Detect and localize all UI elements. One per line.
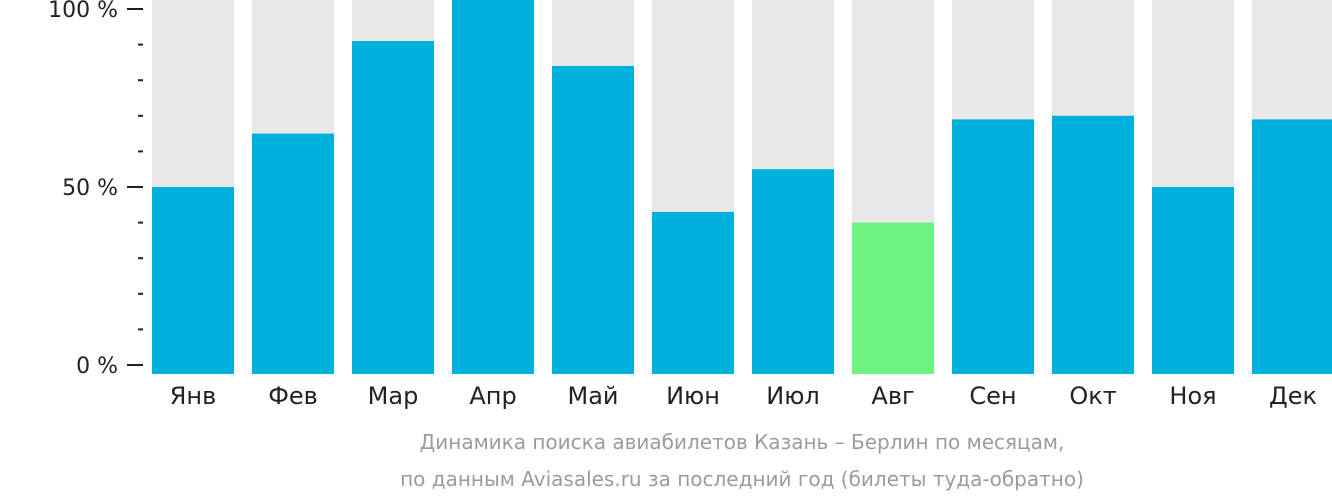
x-tick-label: Июл	[766, 382, 820, 410]
x-tick-label: Фев	[268, 382, 318, 410]
x-tick-label: Апр	[469, 382, 516, 410]
bar	[952, 119, 1034, 374]
x-tick-label: Авг	[871, 382, 914, 410]
bar	[752, 169, 834, 374]
bar	[152, 187, 234, 374]
bar	[252, 133, 334, 374]
x-tick-label: Сен	[969, 382, 1016, 410]
y-tick-label: 0 %	[76, 354, 118, 379]
bar	[1152, 187, 1234, 374]
x-tick-label: Дек	[1269, 382, 1317, 410]
chart-caption-line-1: Динамика поиска авиабилетов Казань – Бер…	[419, 430, 1065, 454]
x-tick-label: Май	[567, 382, 618, 410]
x-tick-label: Ноя	[1169, 382, 1216, 410]
y-tick-label: 50 %	[62, 176, 118, 201]
bar	[352, 41, 434, 374]
bar	[452, 0, 534, 374]
y-tick-label: 100 %	[48, 0, 118, 23]
x-tick-label: Янв	[170, 382, 217, 410]
bar	[852, 222, 934, 374]
x-tick-label: Окт	[1069, 382, 1116, 410]
chart-caption-line-2: по данным Aviasales.ru за последний год …	[400, 467, 1084, 491]
x-tick-label: Мар	[368, 382, 419, 410]
bar	[1252, 119, 1332, 374]
bar	[1052, 115, 1134, 375]
bar	[552, 65, 634, 375]
x-tick-label: Июн	[666, 382, 720, 410]
bar	[652, 211, 734, 374]
